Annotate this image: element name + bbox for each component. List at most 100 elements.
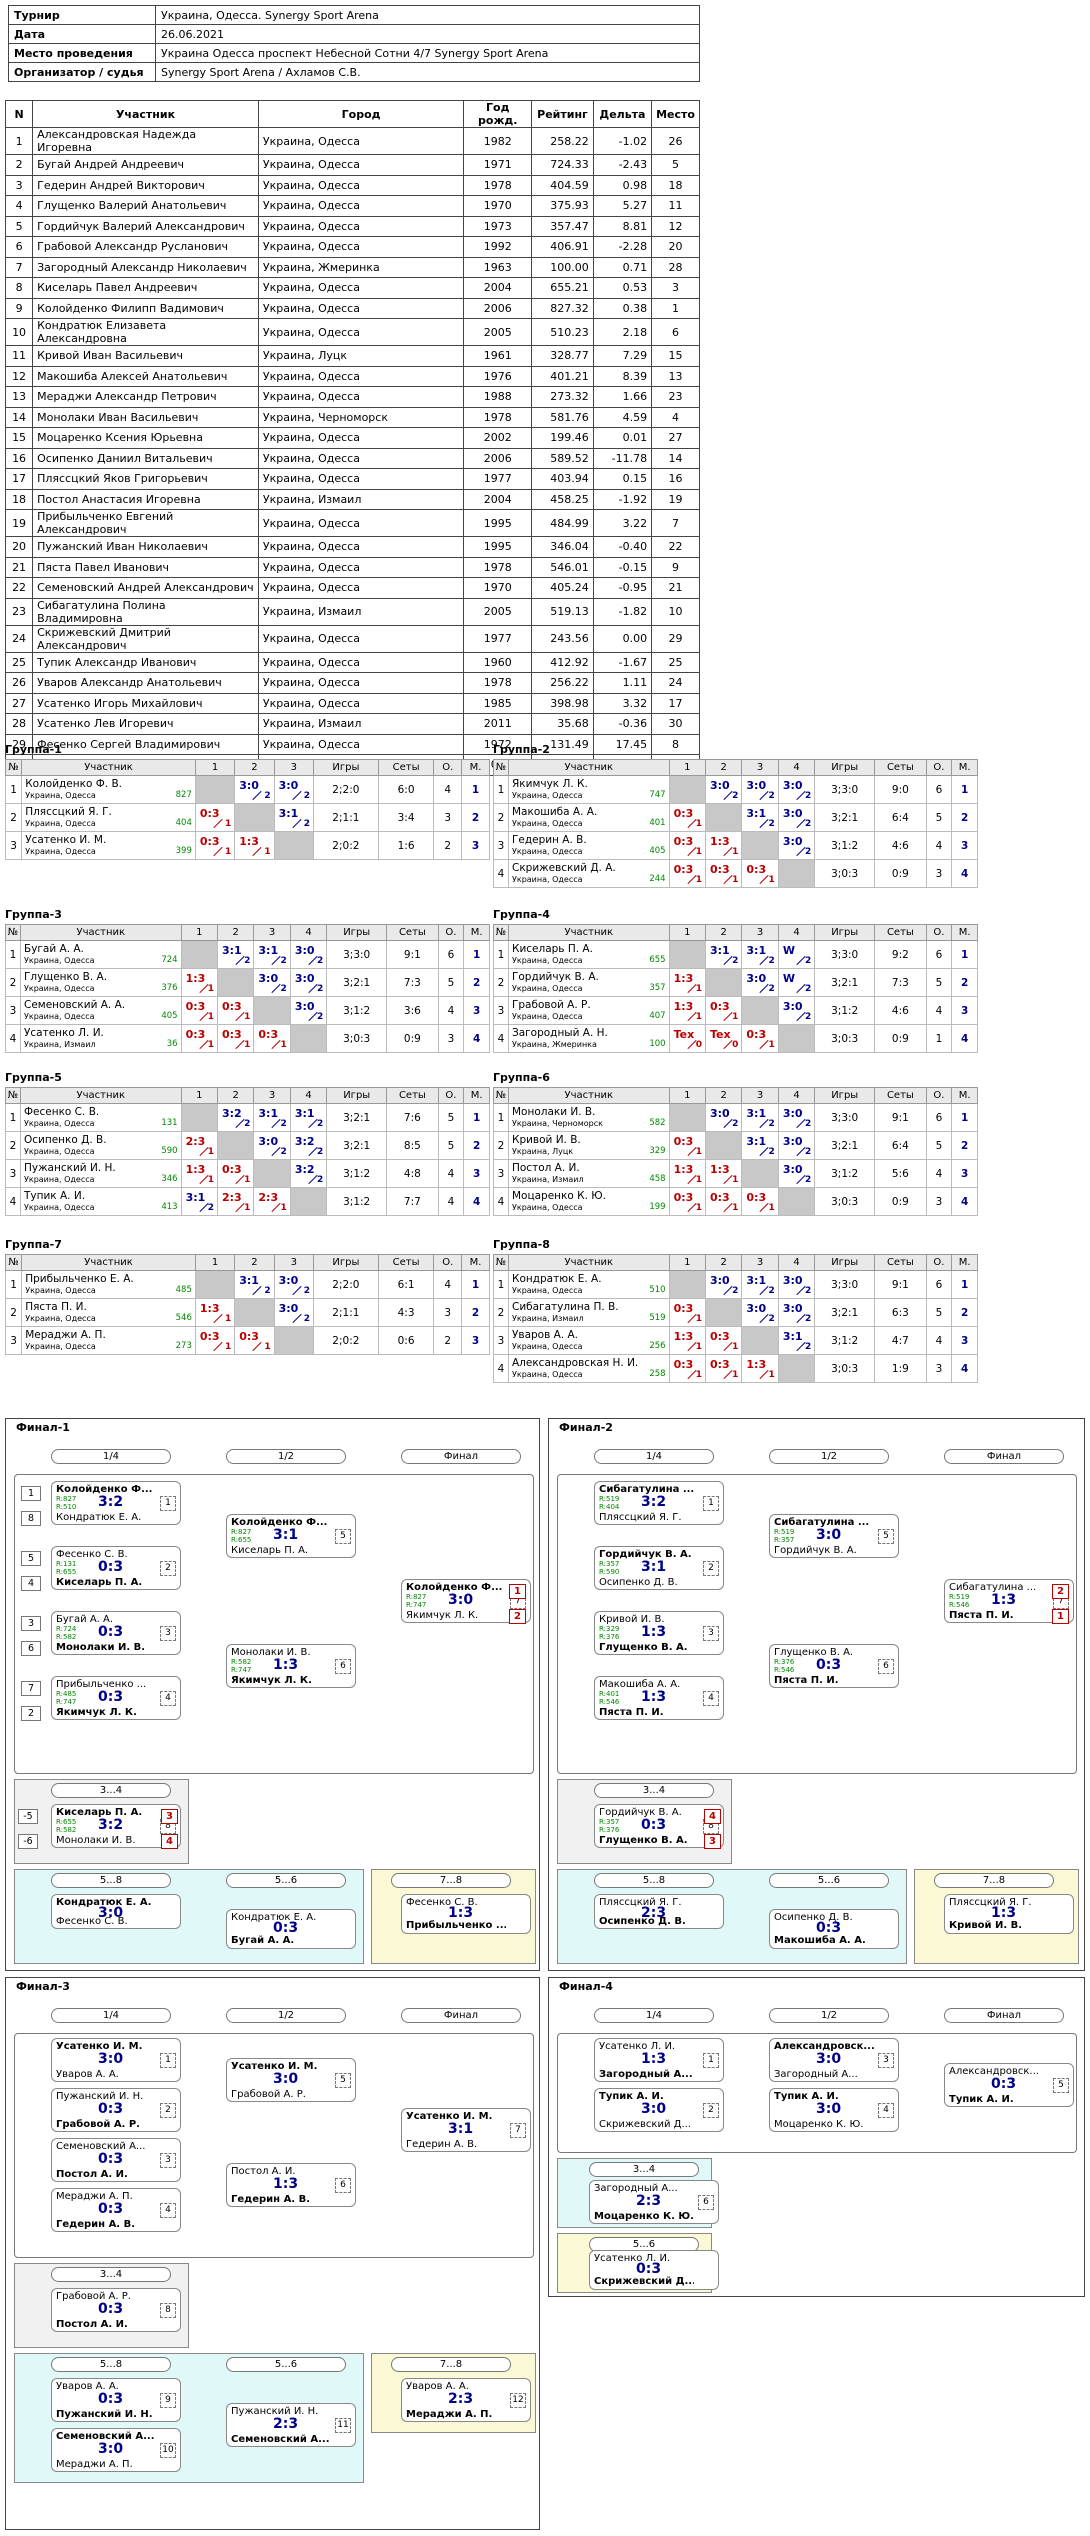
table-cell: -2.43 [592, 154, 653, 176]
games: 2;1:1 [312, 1298, 379, 1327]
table-cell: 25 [651, 651, 700, 673]
match-points: 2 [768, 791, 775, 801]
table-cell: Тупик Александр Иванович [32, 651, 259, 673]
place: 2 [461, 803, 490, 832]
participant: Кривой И. В. Украина, Луцк 329 [507, 1131, 670, 1160]
column-header: № [4, 759, 23, 776]
group-title: Группа-2 [493, 743, 550, 756]
column-header: Сеты [874, 924, 927, 941]
participant-name: Кривой И. В. [511, 1133, 581, 1146]
participant-city: Украина, Одесса [511, 874, 583, 884]
column-header: О. [437, 1087, 465, 1104]
column-header: О. [925, 1254, 953, 1271]
participant: Прибыльченко Е. А. Украина, Одесса 485 [21, 1270, 196, 1299]
column-header: 2 [704, 1087, 743, 1104]
column-header: № [5, 1087, 21, 1104]
table-cell: 273.32 [531, 386, 594, 408]
table-cell: Постол Анастасия Игоревна [32, 488, 259, 510]
table-cell: Украина, Одесса [257, 577, 465, 599]
round-header: 1/2 [226, 1449, 346, 1464]
table-cell: 1995 [463, 536, 533, 558]
table-cell: Украина, Одесса [257, 672, 465, 694]
match-cell [777, 1024, 816, 1053]
table-cell: 4 [4, 195, 34, 217]
match-box: Пляссцкий Я. Г. 2:3 Осипенко Д. В. [594, 1894, 724, 1929]
match-cell [741, 996, 779, 1025]
table-cell: 2002 [463, 427, 533, 449]
table-cell: 11 [651, 195, 700, 217]
match-points: 1 [768, 875, 775, 885]
table-row: 4 Глущенко Валерий Анатольевич Украина, Од… [4, 195, 700, 217]
table-cell: 2.18 [592, 318, 653, 346]
points: 1 [925, 1024, 953, 1053]
table-row: 3 Усатенко И. М. Украина, Одесса 399 0:3 1 1:3… [4, 831, 490, 860]
column-header: Дельта [592, 100, 653, 128]
table-cell: 12 [651, 215, 700, 237]
participant-name: Усатенко И. М. [25, 833, 107, 846]
table-cell: Украина, Одесса [257, 236, 465, 258]
match-cell: 3:2 2 [289, 1131, 328, 1160]
sets: 6:4 [874, 803, 927, 832]
table-cell: 403.94 [531, 468, 594, 490]
place: 1 [461, 775, 490, 804]
match-score: 0:3 [673, 863, 694, 876]
participant-city: Украина, Измаил [511, 1174, 584, 1184]
match-cell: 0:3 1 [194, 831, 236, 860]
table-row: 1 Киселарь П. А. Украина, Одесса 655 3:1 2 3:1… [493, 940, 978, 969]
match-cell [273, 831, 314, 860]
participant-name: Киселарь П. А. [511, 942, 593, 955]
match-cell [777, 1187, 816, 1216]
match-score: 3:0 [294, 972, 315, 985]
place: 4 [951, 859, 978, 888]
row-number: 2 [493, 1131, 509, 1160]
table-cell: Монолаки Иван Васильевич [32, 406, 259, 428]
match-score: 3:0 [782, 779, 803, 792]
seed: 3 [21, 1616, 41, 1631]
seed: 1 [21, 1486, 41, 1501]
match-score: 0:3 [710, 1330, 730, 1343]
match-cell: 3:0 2 [741, 775, 779, 804]
round-header: 1/4 [51, 2008, 171, 2023]
group-header: № Участник 1 2 3 4 Игры Сеты О. М. [5, 924, 490, 941]
table-cell: 1985 [463, 692, 533, 714]
match-points: 1 [264, 1342, 271, 1352]
participant-city: Украина, Одесса [25, 818, 96, 828]
match-cell: Tex 0 [668, 1024, 707, 1053]
participant-name: Усатенко Л. И. [23, 1026, 104, 1039]
games: 3;2:1 [326, 1131, 388, 1160]
seed: 2 [21, 1706, 41, 1721]
place-badge: 2 [1052, 1584, 1069, 1599]
place: 1 [951, 940, 978, 969]
points: 4 [433, 775, 463, 804]
match-points: 2 [768, 1119, 775, 1129]
column-header: 4 [777, 924, 816, 941]
table-row: 3 Постол А. И. Украина, Измаил 458 1:3 1 1:3 1 3… [493, 1159, 978, 1188]
participant-rating: 724 [161, 954, 178, 965]
match-cell: 0:3 1 [194, 803, 236, 832]
table-cell: 22 [4, 577, 34, 599]
table-cell: 484.99 [531, 509, 594, 537]
match-cell: 1:3 1 [194, 1298, 236, 1327]
match-points: 2 [732, 1286, 739, 1296]
participant-name: Сибагатулина П. В. [511, 1300, 619, 1313]
match-score: 3:0 [294, 1000, 315, 1013]
match-cell: 0:3 1 [668, 1131, 707, 1160]
participant-rating: 827 [175, 789, 192, 800]
match-points: 0 [695, 1040, 702, 1050]
table-row: 25 Тупик Александр Иванович Украина, Одесс… [4, 651, 700, 673]
round-header: 5...6 [226, 1873, 346, 1888]
match-score: 3:2 [222, 1107, 242, 1120]
participant-city: Украина, Измаил [23, 1039, 96, 1049]
round-header: 5...6 [769, 1873, 889, 1888]
match-cell [741, 1159, 779, 1188]
match-cell [194, 775, 236, 804]
sets: 9:1 [386, 940, 439, 969]
row-number: 1 [4, 775, 23, 804]
table-cell: 13 [651, 365, 700, 387]
match-box: Глущенко В. А. R:376 R:546 0:3 6 Пяста П. И. [769, 1644, 899, 1688]
match-cell: 0:3 1 [704, 1354, 743, 1383]
group-title: Группа-4 [493, 908, 550, 921]
table-cell: 16 [651, 468, 700, 490]
table-cell: 29 [4, 733, 34, 755]
match-points: 1 [732, 1370, 739, 1380]
